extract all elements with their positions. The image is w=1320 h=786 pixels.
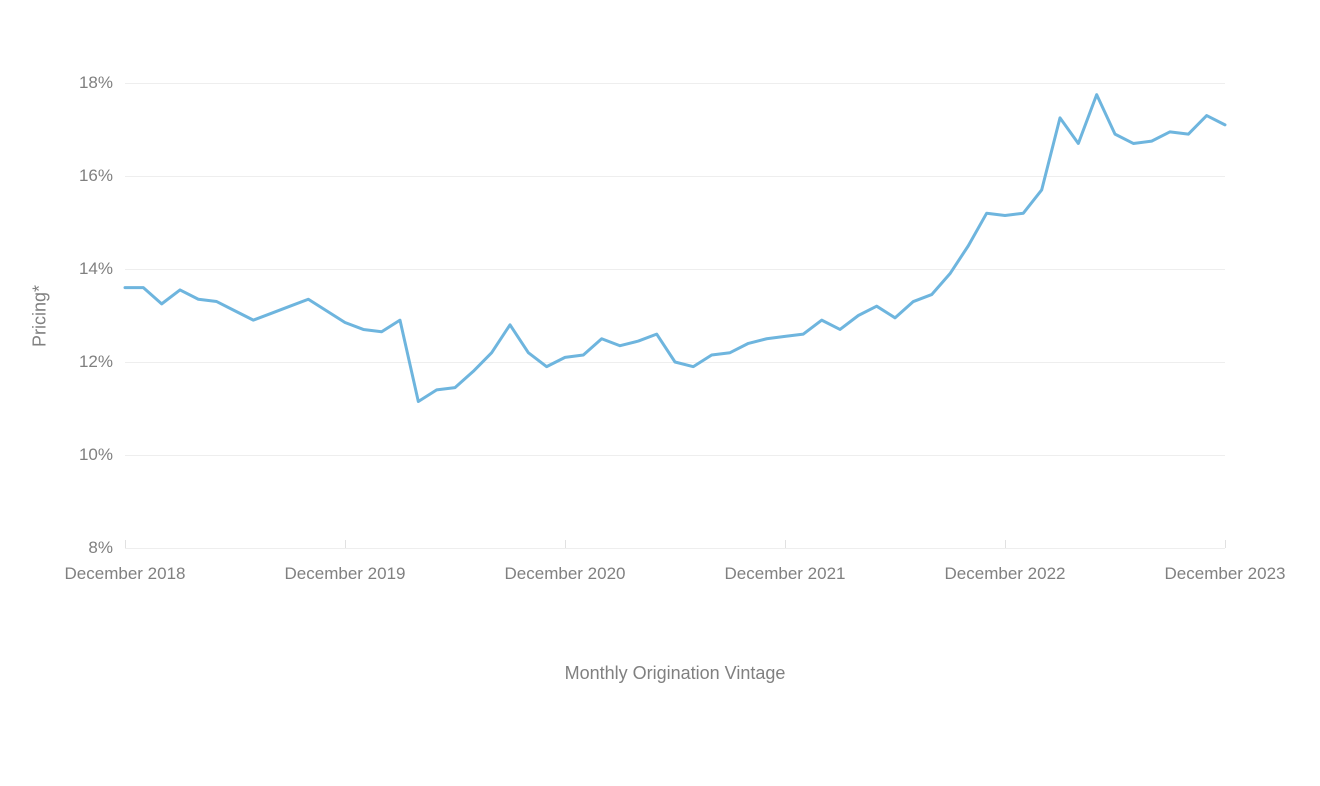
x-axis-title: Monthly Origination Vintage	[565, 663, 786, 684]
y-tick-label: 18%	[79, 73, 125, 93]
x-tick-label: December 2018	[65, 548, 186, 584]
x-tick-mark	[1225, 540, 1226, 548]
x-tick-label: December 2022	[945, 548, 1066, 584]
pricing-series-line	[125, 95, 1225, 402]
x-tick-label: December 2021	[725, 548, 846, 584]
plot-area: 8%10%12%14%16%18%December 2018December 2…	[125, 83, 1225, 548]
x-tick-label: December 2023	[1165, 548, 1286, 584]
pricing-line-chart: 8%10%12%14%16%18%December 2018December 2…	[0, 0, 1320, 786]
y-tick-label: 14%	[79, 259, 125, 279]
y-tick-label: 10%	[79, 445, 125, 465]
y-axis-title: Pricing*	[30, 284, 51, 346]
x-tick-label: December 2019	[285, 548, 406, 584]
y-tick-label: 12%	[79, 352, 125, 372]
x-tick-label: December 2020	[505, 548, 626, 584]
line-series-layer	[125, 83, 1225, 548]
y-tick-label: 16%	[79, 166, 125, 186]
